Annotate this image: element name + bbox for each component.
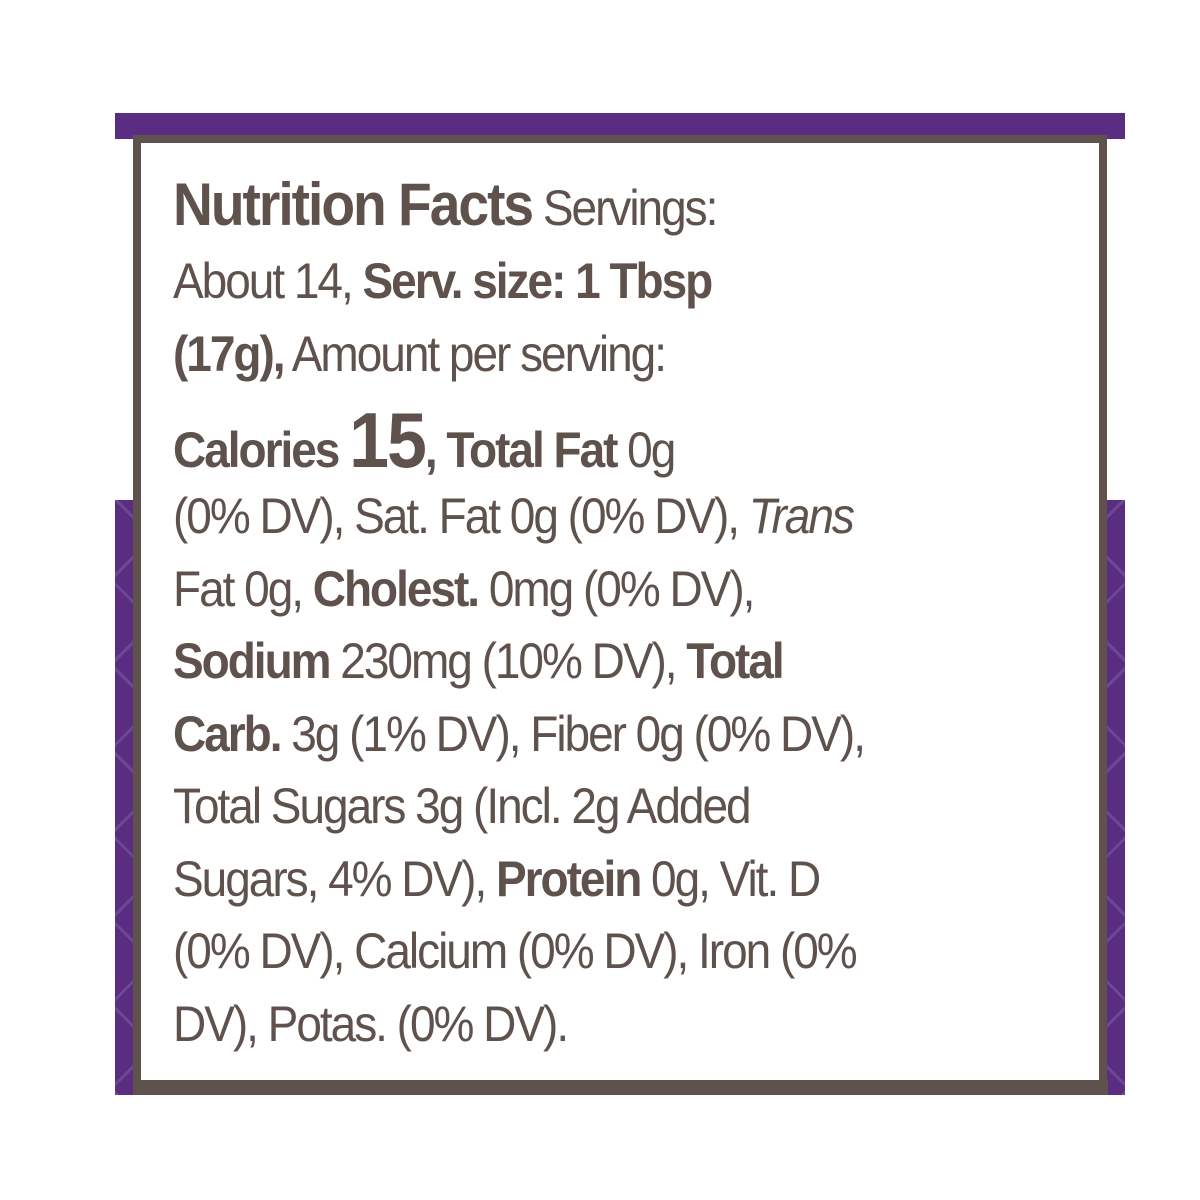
label-line: Sugars, 4% DV), Protein 0g, Vit. D <box>173 843 864 916</box>
label-text-segment: (17g), <box>173 325 286 382</box>
purple-top-band <box>115 113 1125 139</box>
label-line: About 14, Serv. size: 1 Tbsp <box>173 245 864 318</box>
label-line: (17g), Amount per serving: <box>173 318 864 391</box>
label-text-segment: Calories <box>173 422 350 478</box>
label-text-segment: 3g (1% DV), Fiber 0g (0% DV), <box>280 705 866 762</box>
label-text-segment: 0g, Vit. D <box>640 850 821 907</box>
label-line: (0% DV), Sat. Fat 0g (0% DV), Trans <box>173 480 864 553</box>
nutrition-facts-text: Nutrition Facts Servings: About 14, Serv.… <box>173 165 924 1060</box>
label-text-segment: , Total Fat <box>424 422 619 478</box>
label-line: Nutrition Facts Servings: <box>173 165 864 245</box>
label-title: Nutrition Facts <box>173 171 534 238</box>
label-text-segment: Protein <box>495 850 642 907</box>
label-line: Sodium 230mg (10% DV), Total <box>173 625 864 698</box>
label-text-segment: (0% DV), Sat. Fat 0g (0% DV), <box>173 488 749 544</box>
label-line: DV), Potas. (0% DV). <box>173 988 864 1061</box>
label-line: Carb. 3g (1% DV), Fiber 0g (0% DV), <box>173 698 866 771</box>
label-text-segment: Sodium <box>173 633 332 689</box>
label-line: Fat 0g, Cholest. 0mg (0% DV), <box>173 553 864 626</box>
label-text-segment: Total Sugars 3g (Incl. 2g Added <box>173 778 752 834</box>
label-line: Total Sugars 3g (Incl. 2g Added <box>173 770 864 843</box>
label-text-segment: About 14, <box>173 253 363 309</box>
label-line: Calories 15, Total Fat 0g <box>173 390 864 484</box>
nutrition-facts-panel: Nutrition Facts Servings: About 14, Serv.… <box>133 135 1107 1088</box>
label-text-segment: 0mg (0% DV), <box>478 560 756 617</box>
label-text-segment: Serv. size: 1 Tbsp <box>362 253 713 309</box>
label-text-segment: Sugars, 4% DV), <box>173 850 496 907</box>
label-text-segment: 230mg (10% DV), <box>329 633 687 689</box>
label-text-segment: Servings: <box>532 180 719 236</box>
label-text-segment: DV), Potas. (0% DV). <box>173 995 569 1052</box>
label-text-segment: 15 <box>349 396 427 484</box>
label-text-segment: Fat 0g, <box>173 560 313 617</box>
label-text-segment: Cholest. <box>312 560 480 617</box>
label-text-segment: 0g <box>616 422 676 478</box>
label-text-segment: Trans <box>748 488 855 544</box>
label-line: (0% DV), Calcium (0% DV), Iron (0% <box>173 915 864 988</box>
label-text-segment: Total <box>686 633 784 689</box>
label-text-segment: (0% DV), Calcium (0% DV), Iron (0% <box>173 923 858 979</box>
label-text-segment: Carb. <box>173 705 282 762</box>
label-text-segment: Amount per serving: <box>283 325 667 382</box>
